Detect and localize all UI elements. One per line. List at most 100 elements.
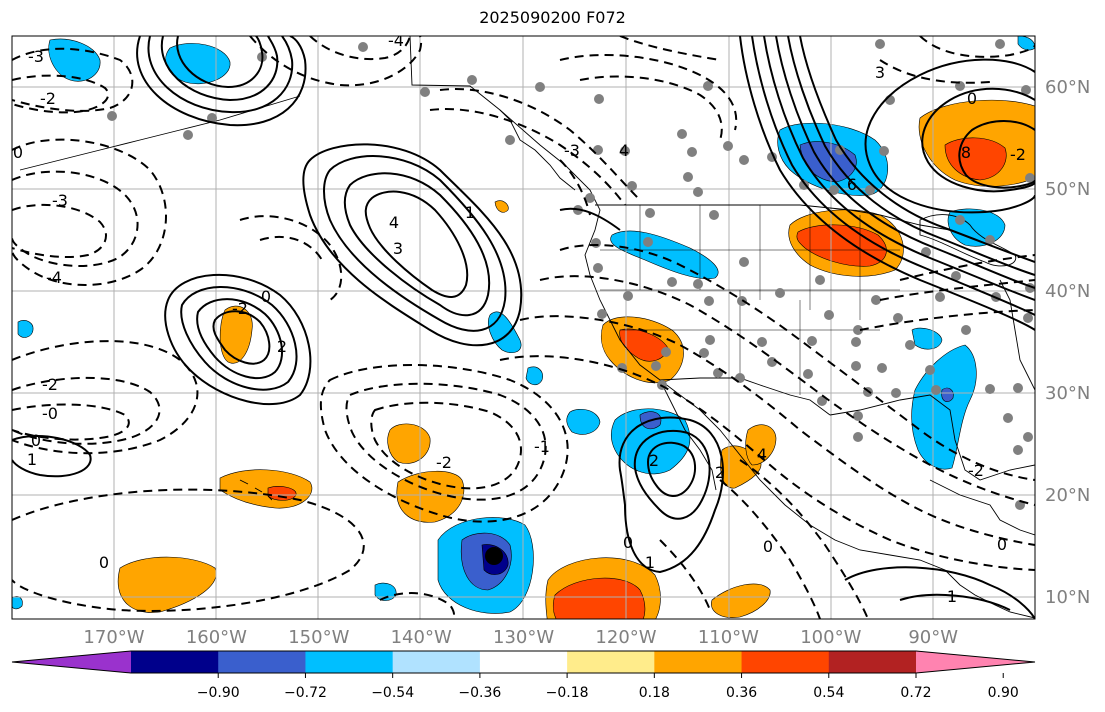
center-marker — [485, 547, 503, 565]
latitude-tick-label: 30°N — [1045, 383, 1090, 404]
contour-label: -2 — [436, 453, 452, 472]
contour-label: 8 — [961, 143, 971, 162]
colorbar-tick-label: 0.54 — [813, 685, 844, 701]
colorbar-tick-label: −0.90 — [197, 685, 240, 701]
latitude-tick-label: 60°N — [1045, 77, 1090, 98]
longitude-tick-label: 100°W — [800, 627, 861, 648]
colorbar — [11, 650, 1036, 678]
contour-label: -2 — [40, 89, 56, 108]
colorbar-tick-label: −0.72 — [284, 685, 327, 701]
gulf-coast — [829, 394, 1035, 481]
contour-label: 4 — [619, 141, 629, 160]
contour-label: 4 — [389, 213, 399, 232]
blob-negative — [610, 230, 719, 280]
contour-label: -3 — [28, 47, 44, 66]
map-title: 2025090200 F072 — [479, 8, 626, 27]
contour-label: -3 — [564, 141, 580, 160]
colorbar-segment — [479, 651, 568, 673]
colorbar-segment — [654, 651, 743, 673]
blob-strong-positive — [552, 577, 646, 619]
colorbar-segment — [741, 651, 830, 673]
colorbar-tick-label: 0.18 — [639, 685, 670, 701]
longitude-tick-label: 110°W — [698, 627, 759, 648]
colorbar-segment — [828, 651, 917, 673]
contour-label: 1 — [645, 553, 655, 572]
contour-label: -0 — [42, 404, 58, 423]
colorbar-segment — [567, 651, 655, 673]
contour-labels: -3 -2 0 -3 -4 -2 -0 0 1 0 2 -2 4 3 -4 -3… — [13, 31, 1026, 606]
contour-label: 1 — [947, 587, 957, 606]
latitude-tick-label: 50°N — [1045, 179, 1090, 200]
contour-label: 2 — [277, 337, 287, 356]
hawaii — [239, 479, 273, 501]
contour-label: 3 — [393, 239, 403, 258]
longitude-tick-label: 160°W — [186, 627, 247, 648]
blob-positive — [494, 200, 509, 213]
longitude-tick-label: 120°W — [595, 627, 656, 648]
colorbar-tick-label: −0.54 — [371, 685, 414, 701]
contour-label: 1 — [465, 203, 475, 222]
contour-label: 2 — [649, 451, 659, 470]
contour-label: 0 — [261, 287, 271, 306]
contour-label: 0 — [31, 431, 41, 450]
blob-negative — [911, 327, 943, 350]
contour-label: -3 — [52, 191, 68, 210]
blob-positive — [396, 470, 465, 523]
contour-label: -2 — [42, 375, 58, 394]
blob-negative — [911, 344, 977, 470]
latitude-labels: 60°N 50°N 40°N 30°N 20°N 10°N — [1045, 77, 1090, 608]
colorbar-segment — [392, 651, 481, 673]
contour-label: -2 — [1010, 145, 1026, 164]
east-coast — [999, 279, 1035, 391]
contour-label: 0 — [99, 553, 109, 572]
longitude-tick-label: 150°W — [288, 627, 349, 648]
longitude-tick-label: 130°W — [493, 627, 554, 648]
contour-label: 6 — [847, 175, 857, 194]
contour-label: -2 — [232, 299, 248, 318]
colorbar-segment — [218, 651, 306, 673]
blob-positive — [387, 423, 431, 464]
contour-label: -4 — [46, 268, 62, 287]
positive-contours — [12, 36, 1035, 619]
blob-strong-negative — [941, 387, 954, 403]
contour-label: -2 — [968, 461, 984, 480]
contour-label: 0 — [13, 143, 23, 162]
longitude-tick-label: 90°W — [908, 627, 958, 648]
latitude-tick-label: 40°N — [1045, 281, 1090, 302]
colorbar-extend-high — [916, 651, 1035, 673]
baja-coast — [659, 379, 717, 491]
contour-label: 3 — [875, 63, 885, 82]
station-dots — [107, 39, 1035, 510]
contour-label: 4 — [757, 445, 767, 464]
graticule — [12, 36, 1035, 619]
blob-positive — [219, 305, 253, 364]
contour-label: 0 — [763, 537, 773, 556]
yucatan-coast — [929, 479, 1035, 536]
colorbar-segment — [305, 651, 394, 673]
blob-negative — [17, 320, 34, 338]
longitude-tick-label: 140°W — [391, 627, 452, 648]
blob-negative — [525, 366, 543, 386]
contour-label: 0 — [997, 535, 1007, 554]
blob-negative — [566, 409, 601, 435]
blob-positive — [711, 583, 771, 618]
contour-label: -4 — [388, 31, 404, 50]
colorbar-labels: −0.90 −0.72 −0.54 −0.36 −0.18 0.18 0.36 0.54 0.7… — [197, 685, 1019, 701]
colorbar-extend-low — [12, 651, 131, 673]
blob-negative — [610, 408, 691, 475]
contour-label: 1 — [27, 450, 37, 469]
longitude-labels: 170°W 160°W 150°W 140°W 130°W 120°W 110°W 100°W… — [83, 627, 958, 648]
map-frame — [11, 35, 1036, 620]
colorbar-tick-label: −0.18 — [546, 685, 589, 701]
colorbar-tick-label: 0.72 — [900, 685, 931, 701]
contour-label: 0 — [623, 533, 633, 552]
colorbar-tick-label: 0.90 — [988, 685, 1019, 701]
colorbar-tick-label: 0.36 — [726, 685, 757, 701]
colorbar-tick-label: −0.36 — [458, 685, 501, 701]
blob-negative — [12, 596, 23, 610]
contour-label: 2 — [715, 463, 725, 482]
longitude-tick-label: 170°W — [83, 627, 144, 648]
negative-contours — [12, 36, 1035, 619]
contour-label: -1 — [534, 437, 550, 456]
